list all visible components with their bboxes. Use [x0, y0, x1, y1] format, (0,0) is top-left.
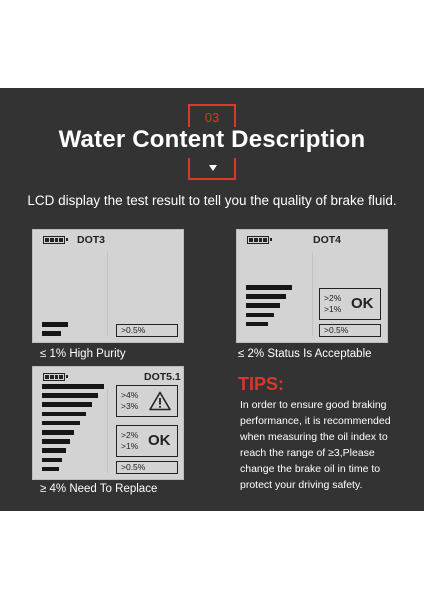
lcd-divider: [312, 252, 313, 336]
lcd-dot3: DOT3 >0.5%: [32, 229, 184, 343]
level-bar: [246, 303, 280, 308]
lcd-grade: DOT5.1: [144, 371, 181, 383]
battery-full-icon: [43, 236, 68, 244]
page-subtitle: LCD display the test result to tell you …: [27, 193, 397, 208]
tips-line: protect your driving safety.: [240, 479, 363, 491]
reading-box: >2% >1% OK: [319, 288, 381, 320]
level-bar: [42, 384, 104, 389]
level-bar: [42, 411, 86, 417]
battery-full-icon: [43, 373, 68, 381]
status-ok-label: OK: [351, 295, 374, 312]
tips-heading: TIPS:: [238, 374, 285, 394]
level-bar: [42, 331, 61, 336]
reading-upper: >2%: [324, 293, 342, 303]
warning-reading-box: >4% >3%: [116, 385, 178, 417]
tips-line: change the brake oil in time to: [240, 463, 381, 475]
level-bar: [42, 393, 98, 398]
lcd-dot4: DOT4 >2% >1% OK >0.5%: [236, 229, 388, 343]
level-bar: [42, 457, 62, 463]
down-arrow-icon: [209, 165, 217, 171]
reading-upper: >4%: [121, 390, 139, 400]
reading-box: >2% >1% OK: [116, 425, 178, 457]
tips-line: when measuring the oil index to: [240, 431, 388, 443]
level-bar: [246, 312, 274, 318]
lcd-divider: [107, 389, 108, 473]
lcd-caption: ≤ 1% High Purity: [40, 348, 126, 360]
content-panel: 03 Water Content Description LCD display…: [0, 88, 424, 511]
level-bar: [246, 294, 286, 299]
level-bar: [246, 285, 292, 290]
lcd-caption: ≤ 2% Status Is Acceptable: [238, 348, 372, 360]
warning-triangle-icon: [149, 391, 171, 411]
reading-upper: >2%: [121, 430, 139, 440]
level-bar: [42, 402, 92, 407]
indicator-box: >0.5%: [116, 461, 178, 474]
level-bar: [42, 429, 74, 435]
level-bar: [42, 439, 70, 444]
battery-full-icon: [247, 236, 272, 244]
level-bar: [42, 420, 80, 426]
page-title: Water Content Description: [58, 126, 366, 153]
status-ok-label: OK: [148, 432, 171, 449]
tips-line: In order to ensure good braking: [240, 399, 387, 411]
down-arrow-box: [188, 158, 236, 180]
tips-line: performance, it is recommended: [240, 415, 391, 427]
level-bar: [246, 321, 268, 327]
level-bar: [42, 322, 68, 327]
lcd-grade: DOT3: [77, 234, 106, 246]
indicator-box: >0.5%: [319, 324, 381, 337]
lcd-divider: [107, 252, 108, 336]
reading-lower: >1%: [324, 304, 342, 314]
reading-lower: >3%: [121, 401, 139, 411]
lcd-grade: DOT4: [313, 234, 342, 246]
tips-line: reach the range of ≥3,Please: [240, 447, 375, 459]
level-bar: [42, 466, 59, 472]
level-bar: [42, 448, 66, 453]
reading-lower: >1%: [121, 441, 139, 451]
lcd-dot5-1: DOT5.1 >4% >3% >2% >1% OK: [32, 366, 184, 480]
section-number-badge: 03: [188, 104, 236, 127]
indicator-box: >0.5%: [116, 324, 178, 337]
lcd-caption: ≥ 4% Need To Replace: [40, 483, 158, 495]
level-bars: [42, 384, 104, 476]
level-bars: [42, 322, 68, 340]
level-bars: [246, 285, 292, 331]
